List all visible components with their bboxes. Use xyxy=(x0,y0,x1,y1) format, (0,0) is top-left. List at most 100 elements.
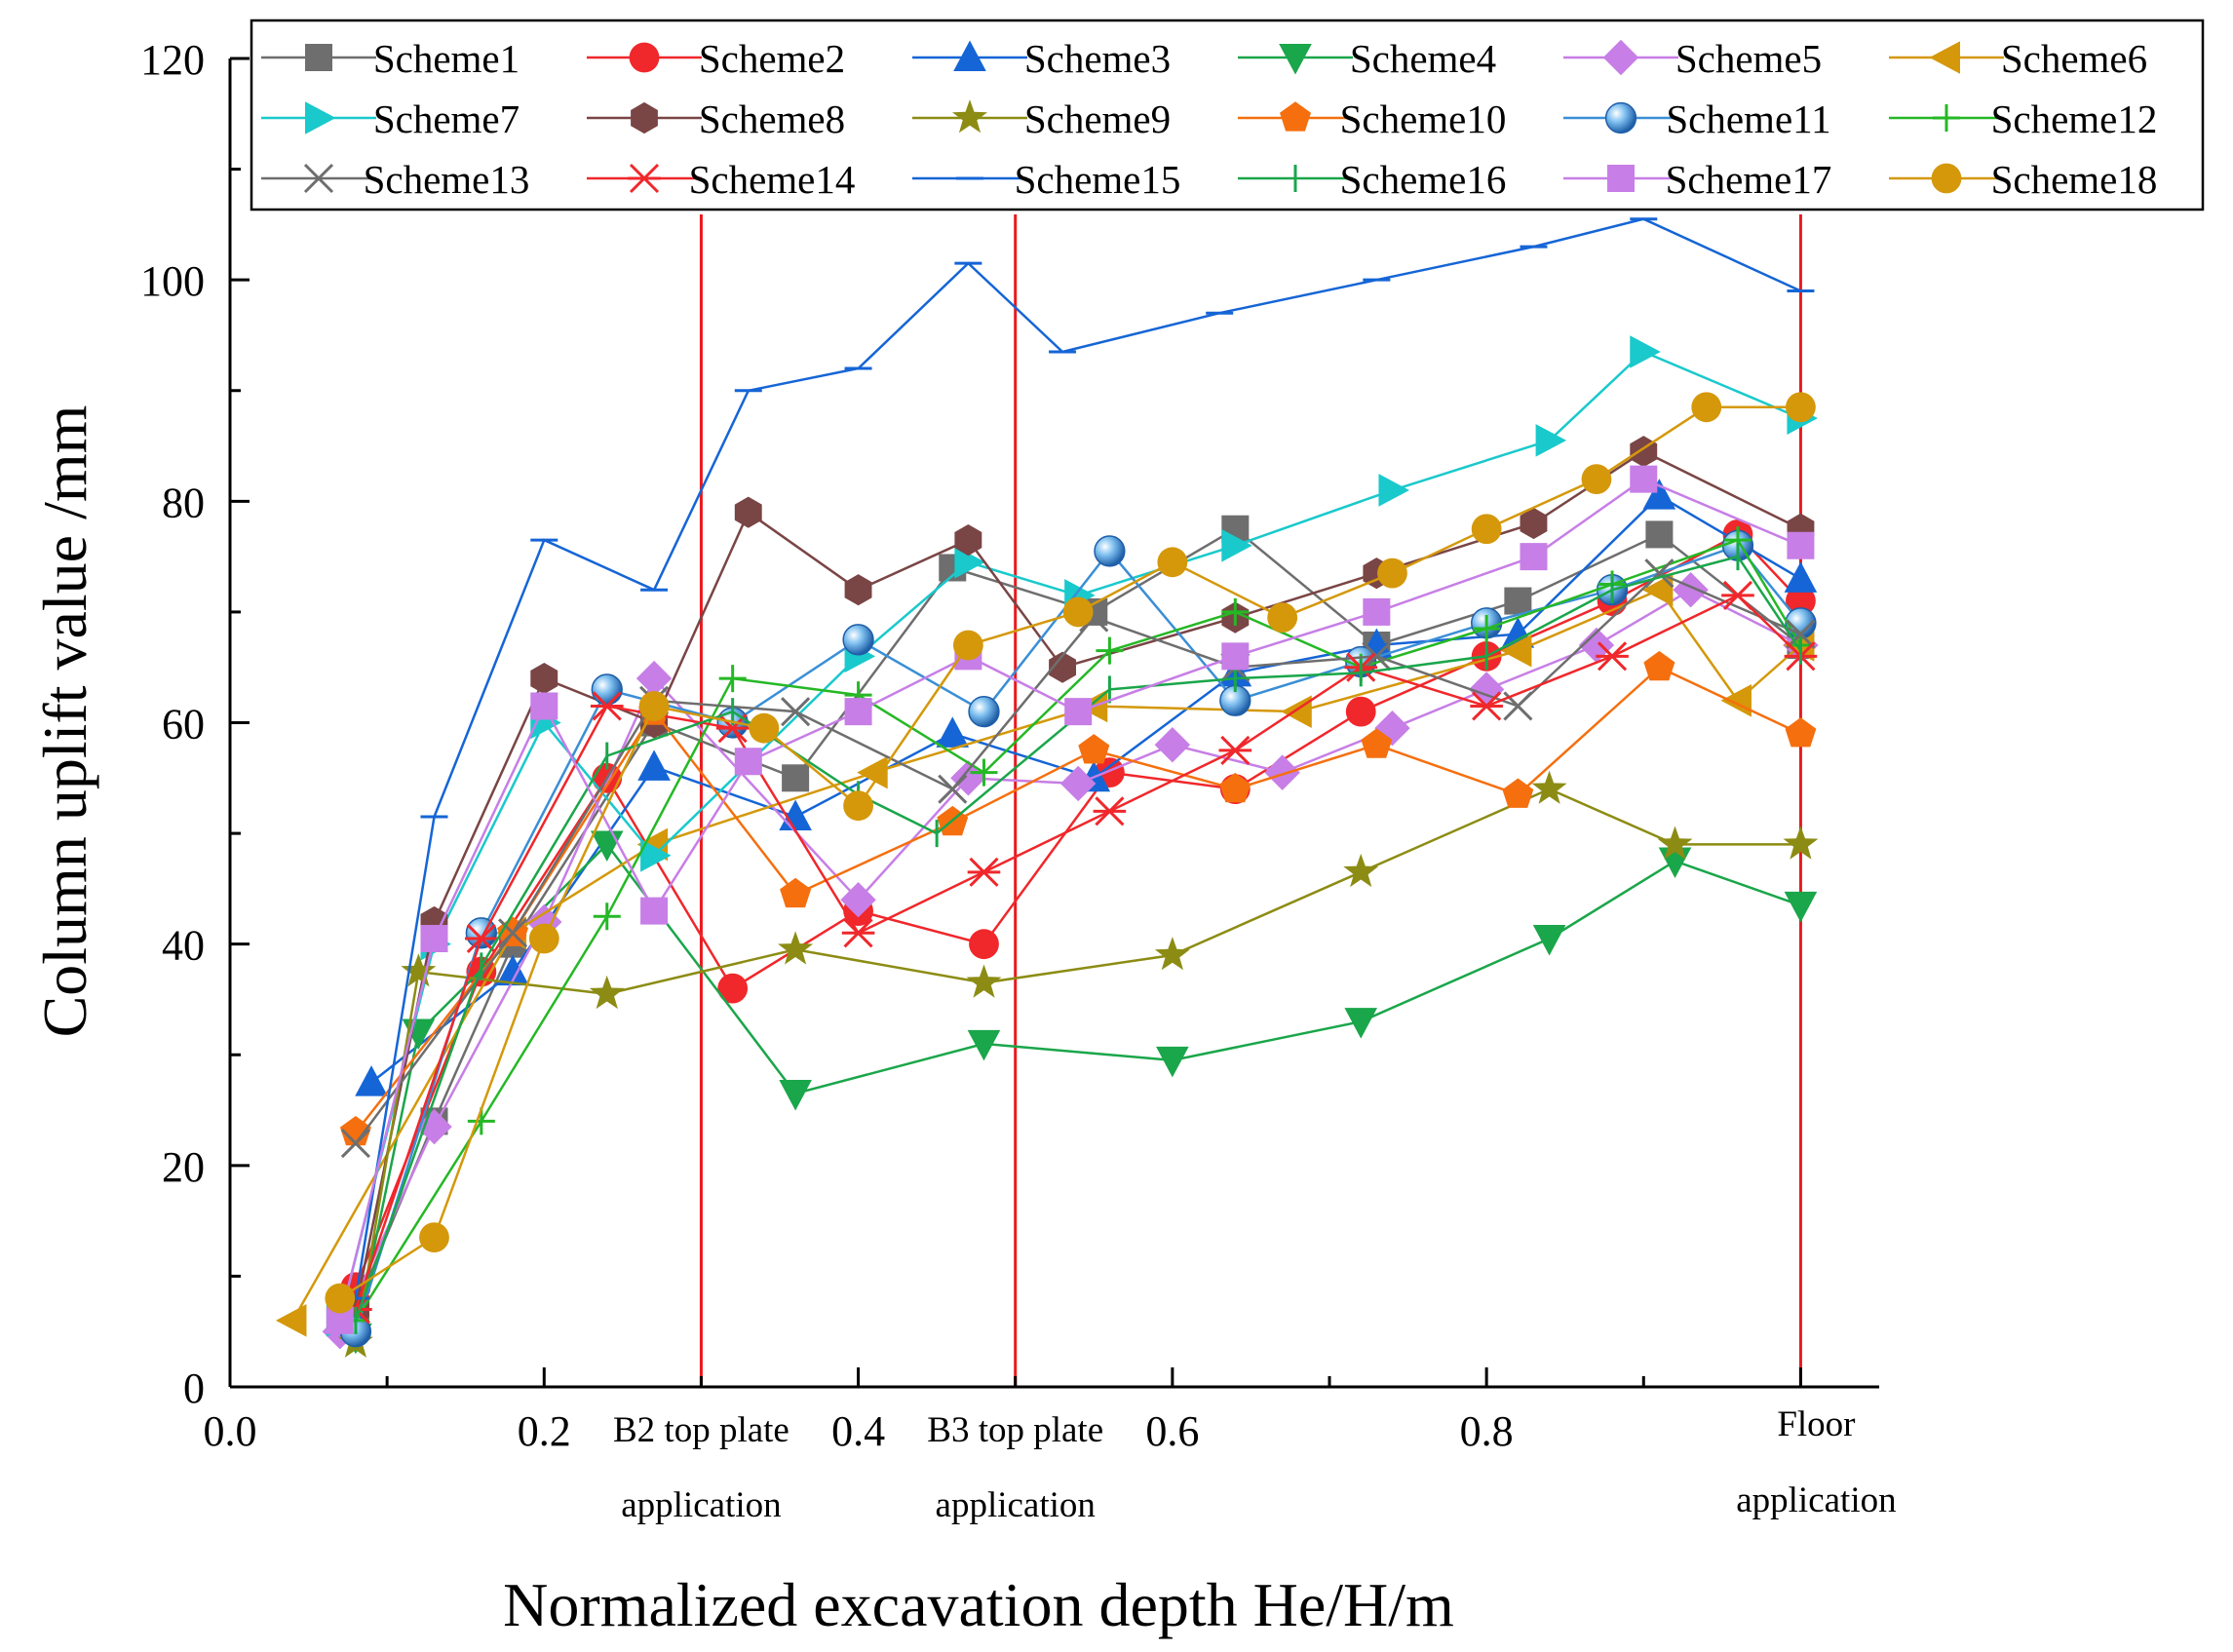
series-line xyxy=(354,788,1801,1343)
stage-marker-lines: B2 top plate application B3 top plate appli… xyxy=(613,214,1897,1525)
legend-marker xyxy=(305,101,336,134)
data-point xyxy=(954,524,982,557)
data-point xyxy=(1520,543,1548,571)
legend-marker xyxy=(629,42,660,73)
legend-item: Scheme5 xyxy=(1563,36,1822,81)
legend-label: Scheme12 xyxy=(1991,96,2158,141)
data-point xyxy=(1630,465,1658,493)
data-point xyxy=(857,755,888,789)
data-point xyxy=(966,964,1002,998)
data-point xyxy=(339,1116,371,1146)
legend-label: Scheme5 xyxy=(1675,36,1822,81)
data-point xyxy=(1641,573,1674,606)
data-point xyxy=(1156,1046,1189,1078)
legend-item: Scheme9 xyxy=(912,96,1171,141)
y-tick-label: 60 xyxy=(162,701,205,749)
data-point xyxy=(968,695,1000,728)
data-point xyxy=(1502,778,1534,808)
data-point xyxy=(950,760,986,796)
legend-label: Scheme10 xyxy=(1340,96,1507,141)
y-axis-title: Column uplift value /mm xyxy=(30,405,99,1038)
data-point xyxy=(637,749,671,781)
legend-label: Scheme18 xyxy=(1991,157,2158,202)
stage-marker-label: Floor xyxy=(1777,1404,1855,1444)
data-point xyxy=(840,882,876,918)
series-layer xyxy=(275,217,1819,1358)
data-point xyxy=(340,1129,370,1159)
legend-label: Scheme2 xyxy=(699,36,845,81)
legend-label: Scheme15 xyxy=(1015,157,1181,202)
stage-marker-label: application xyxy=(936,1485,1096,1525)
data-point xyxy=(1154,727,1191,763)
data-point xyxy=(1267,602,1298,633)
x-tick-label: 0.0 xyxy=(204,1407,257,1455)
data-point xyxy=(1471,514,1502,545)
data-point xyxy=(1786,619,1816,649)
data-point xyxy=(465,917,497,949)
data-point xyxy=(420,924,448,952)
legend-marker xyxy=(952,99,987,134)
data-point xyxy=(1785,717,1817,748)
data-point xyxy=(778,931,814,965)
data-point xyxy=(936,716,970,748)
data-point xyxy=(640,839,672,872)
data-point xyxy=(1096,636,1124,665)
series-line xyxy=(338,588,1801,1332)
data-point xyxy=(1343,853,1379,888)
legend-item: Scheme13 xyxy=(261,157,529,202)
data-point xyxy=(967,1029,1001,1061)
data-point xyxy=(1630,335,1661,368)
legend-item: Scheme7 xyxy=(261,96,520,141)
data-point xyxy=(1786,586,1816,616)
x-tick-label: 0.6 xyxy=(1145,1407,1199,1455)
x-tick-label: 0.4 xyxy=(831,1407,885,1455)
data-point xyxy=(1473,614,1501,642)
legend-marker xyxy=(631,101,658,134)
data-point xyxy=(1535,424,1567,457)
data-point xyxy=(1787,531,1815,559)
legend-item: Scheme16 xyxy=(1238,157,1506,202)
legend-item: Scheme11 xyxy=(1563,96,1831,141)
data-point xyxy=(497,918,528,948)
data-point xyxy=(970,758,998,787)
data-point xyxy=(1673,572,1709,608)
legend-item: Scheme1 xyxy=(261,36,520,81)
data-point xyxy=(1645,520,1674,549)
data-point xyxy=(1078,734,1110,764)
legend-label: Scheme4 xyxy=(1350,36,1496,81)
data-point xyxy=(938,774,968,804)
series-line xyxy=(338,350,1801,1322)
data-point xyxy=(638,691,670,721)
data-point xyxy=(952,630,983,661)
legend-label: Scheme16 xyxy=(1340,157,1507,202)
series-line xyxy=(354,527,1802,1310)
data-point xyxy=(1643,650,1675,681)
legend-marker xyxy=(1929,41,1960,74)
data-point xyxy=(275,1304,307,1337)
data-point xyxy=(419,1222,449,1253)
data-point xyxy=(844,574,872,606)
data-point xyxy=(1094,535,1126,567)
legend-marker xyxy=(1602,39,1639,76)
data-point xyxy=(841,918,875,948)
y-tick-label: 20 xyxy=(162,1143,205,1191)
data-point xyxy=(1644,558,1675,589)
data-point xyxy=(1221,642,1250,671)
legend-item: Scheme2 xyxy=(587,36,845,81)
data-point xyxy=(496,954,529,986)
data-point xyxy=(1532,924,1566,956)
data-point xyxy=(1596,641,1629,672)
data-point xyxy=(1093,796,1127,826)
data-point xyxy=(1059,765,1097,802)
data-point xyxy=(526,903,562,941)
data-point xyxy=(1154,937,1190,971)
legend-marker xyxy=(305,44,332,71)
data-point xyxy=(781,697,811,727)
legend-marker xyxy=(628,163,661,194)
data-point xyxy=(1520,507,1548,540)
legend-marker xyxy=(1607,165,1635,192)
data-point xyxy=(465,923,498,954)
legend-item: Scheme10 xyxy=(1238,96,1506,141)
data-point xyxy=(780,877,812,908)
data-point xyxy=(1691,392,1722,423)
